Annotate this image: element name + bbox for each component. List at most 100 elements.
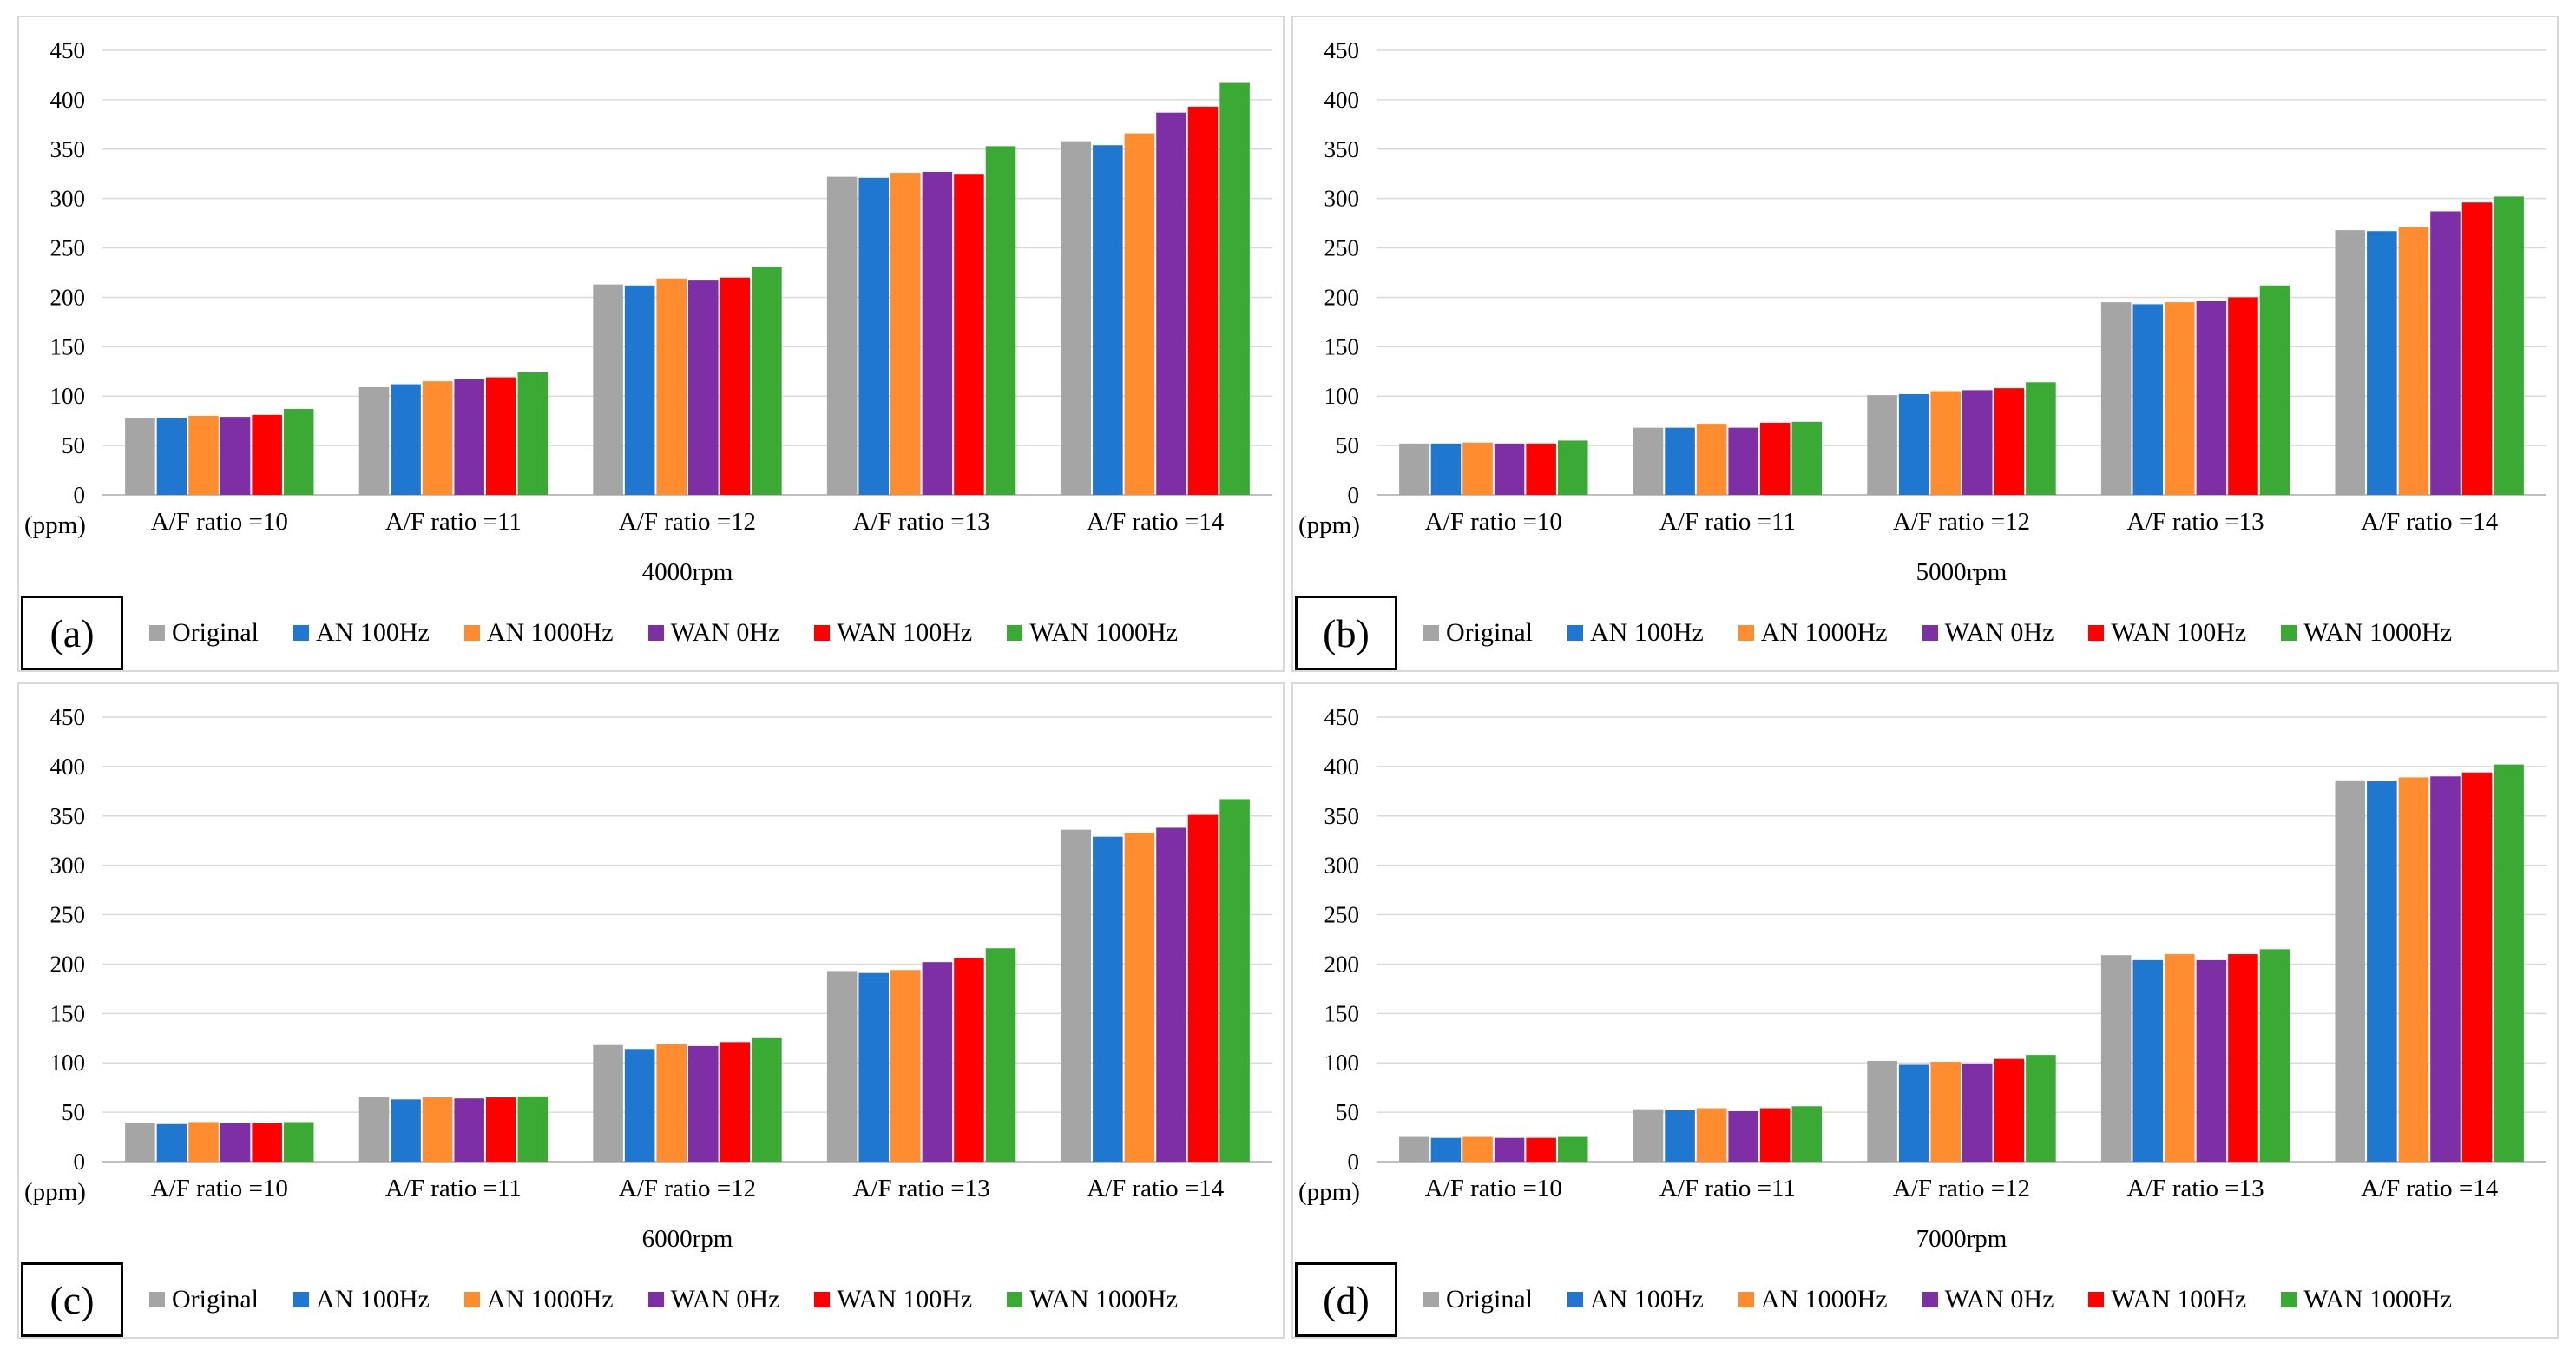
x-category-label: A/F ratio =10 xyxy=(1425,1175,1562,1202)
legend: Original AN 100Hz AN 1000Hz WAN 0Hz WAN 100H… xyxy=(149,1285,1212,1314)
bar-original xyxy=(1867,1060,1897,1162)
legend-label: AN 100Hz xyxy=(1589,1285,1704,1314)
bar-wan-100hz xyxy=(2228,954,2258,1162)
legend-label: WAN 1000Hz xyxy=(1029,1285,1179,1314)
bar-wan-100hz xyxy=(485,377,516,495)
bar-an-1000hz xyxy=(188,1122,219,1162)
bar-original xyxy=(358,386,390,495)
bar-an-1000hz xyxy=(1696,1108,1727,1162)
bar-wan-100hz xyxy=(1994,388,2025,495)
bar-wan-0hz xyxy=(220,1123,251,1162)
x-axis-title: 6000rpm xyxy=(642,1225,733,1253)
bar-an-100hz xyxy=(1430,443,1462,495)
bar-an-1000hz xyxy=(2165,954,2195,1162)
panel-label: (b) xyxy=(1295,596,1397,670)
y-tick-label: 50 xyxy=(1336,432,1359,458)
legend-swatch xyxy=(1423,625,1439,641)
legend-label: WAN 100Hz xyxy=(837,1285,973,1314)
legend-label: Original xyxy=(172,1285,259,1314)
bar-wan-1000hz xyxy=(1557,1136,1588,1162)
y-tick-label: 450 xyxy=(1324,704,1360,730)
bar-an-1000hz xyxy=(1930,1062,1961,1162)
bar-an-1000hz xyxy=(890,970,921,1162)
legend-item: WAN 100Hz xyxy=(2088,618,2246,648)
bar-wan-1000hz xyxy=(752,267,782,495)
bar-wan-1000hz xyxy=(2494,196,2524,495)
legend-item: AN 100Hz xyxy=(1567,1285,1704,1314)
legend-swatch xyxy=(463,1292,480,1307)
bar-wan-1000hz xyxy=(985,948,1016,1162)
legend-label: WAN 0Hz xyxy=(1944,618,2054,647)
bar-an-100hz xyxy=(156,1123,187,1162)
legend-swatch xyxy=(1567,625,1583,641)
y-tick-label: 450 xyxy=(1324,37,1360,63)
bar-an-1000hz xyxy=(188,415,219,495)
legend-item: Original xyxy=(149,618,259,648)
bar-original xyxy=(2100,955,2132,1162)
legend-label: WAN 100Hz xyxy=(837,618,973,647)
bar-an-1000hz xyxy=(422,1097,453,1162)
x-axis-title: 4000rpm xyxy=(642,558,733,586)
bar-an-100hz xyxy=(858,972,890,1162)
legend-swatch xyxy=(2088,1292,2105,1307)
legend-swatch xyxy=(2281,625,2297,641)
legend-swatch xyxy=(1567,1292,1583,1307)
bar-original xyxy=(1633,427,1664,495)
x-category-label: A/F ratio =13 xyxy=(853,508,990,536)
y-unit-label: (ppm) xyxy=(1298,1178,1360,1206)
legend-item: AN 100Hz xyxy=(292,618,430,648)
panel-label: (a) xyxy=(21,596,123,670)
x-category-label: A/F ratio =10 xyxy=(151,1175,288,1202)
bar-wan-0hz xyxy=(688,280,719,495)
x-category-label: A/F ratio =14 xyxy=(1087,1175,1225,1202)
legend-swatch xyxy=(463,625,480,641)
bar-an-1000hz xyxy=(1696,424,1727,495)
x-category-label: A/F ratio =14 xyxy=(2361,508,2499,536)
bar-wan-0hz xyxy=(1962,1064,1993,1162)
legend-label: AN 1000Hz xyxy=(1760,1285,1888,1314)
y-tick-label: 350 xyxy=(1324,803,1360,829)
chart-panel-d: 0 50 100 150 200 250 300 350 400 450 A/F ratio =10… xyxy=(1291,682,2559,1339)
bar-wan-1000hz xyxy=(517,372,549,495)
x-category-label: A/F ratio =10 xyxy=(1425,508,1562,536)
bar-an-100hz xyxy=(1093,145,1123,495)
bar-an-1000hz xyxy=(2398,777,2429,1162)
bar-an-1000hz xyxy=(1124,133,1155,495)
bar-wan-0hz xyxy=(1728,427,1758,495)
legend-item: AN 1000Hz xyxy=(463,618,614,648)
bar-original xyxy=(1399,1136,1429,1162)
y-tick-label: 0 xyxy=(1348,482,1360,508)
legend-item: AN 100Hz xyxy=(1567,618,1704,648)
y-tick-label: 150 xyxy=(1324,333,1360,359)
chart-svg: 0 50 100 150 200 250 300 350 400 450 A/F ratio =10… xyxy=(24,37,1272,586)
legend-swatch xyxy=(1007,1292,1023,1307)
bar-wan-0hz xyxy=(454,1098,484,1162)
y-tick-label: 300 xyxy=(1324,853,1360,879)
bar-original xyxy=(125,1123,155,1162)
x-category-label: A/F ratio =14 xyxy=(1087,508,1225,536)
y-tick-label: 350 xyxy=(50,803,86,829)
y-tick-label: 350 xyxy=(1324,136,1360,162)
legend-swatch xyxy=(2281,1292,2297,1307)
bar-wan-1000hz xyxy=(1791,1106,1823,1162)
chart-panel-a: 0 50 100 150 200 250 300 350 400 450 A/F ratio =10… xyxy=(17,16,1285,672)
bar-wan-100hz xyxy=(1187,106,1219,495)
bar-an-1000hz xyxy=(1462,1136,1493,1162)
x-category-label: A/F ratio =10 xyxy=(151,508,288,536)
legend-label: WAN 0Hz xyxy=(670,618,780,647)
y-tick-label: 50 xyxy=(62,432,85,458)
bar-original xyxy=(593,284,623,495)
legend-item: Original xyxy=(1423,1285,1533,1314)
x-category-label: A/F ratio =13 xyxy=(2127,508,2264,536)
bar-wan-0hz xyxy=(1494,1137,1525,1162)
bar-an-100hz xyxy=(391,1099,421,1162)
y-tick-label: 100 xyxy=(1324,1050,1360,1076)
bar-an-1000hz xyxy=(890,173,921,495)
bar-original xyxy=(125,418,155,495)
y-tick-label: 400 xyxy=(50,87,86,113)
y-tick-label: 50 xyxy=(1336,1099,1359,1125)
chart-svg: 0 50 100 150 200 250 300 350 400 450 A/F ratio =10… xyxy=(1298,37,2546,586)
bar-original xyxy=(2335,780,2366,1162)
legend-label: AN 1000Hz xyxy=(486,1285,614,1314)
legend-swatch xyxy=(647,1292,664,1307)
